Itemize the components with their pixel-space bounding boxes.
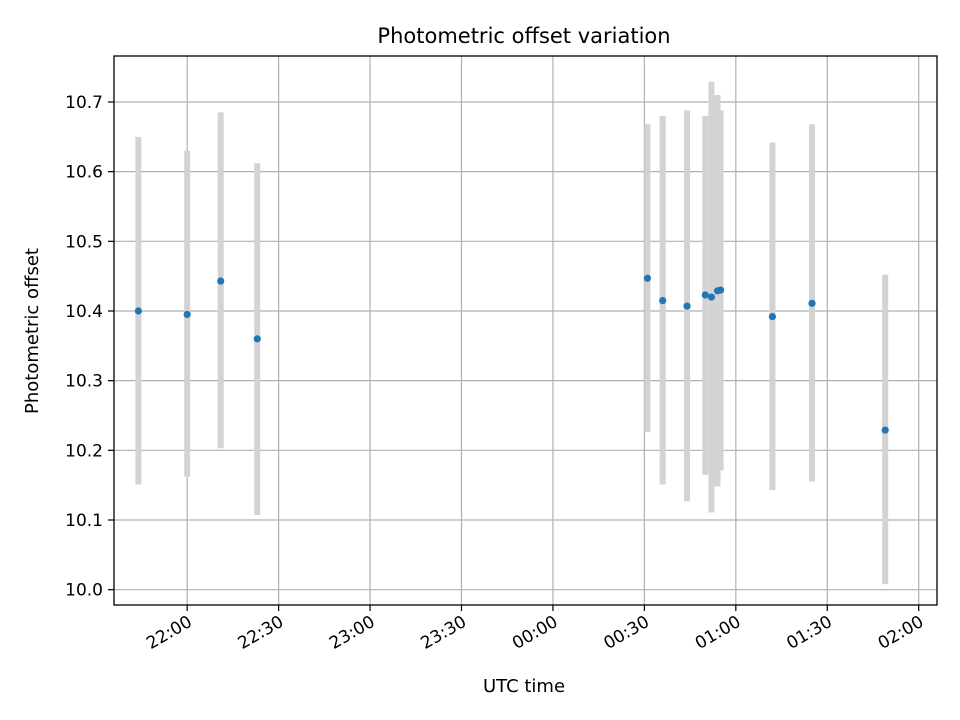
y-tick-label: 10.7 bbox=[65, 93, 103, 113]
data-point bbox=[716, 286, 725, 294]
x-tick-label: 00:00 bbox=[509, 612, 561, 654]
x-tick-label: 01:00 bbox=[692, 612, 744, 654]
data-point bbox=[134, 307, 142, 315]
y-tick-label: 10.6 bbox=[65, 163, 103, 183]
x-tick-label: 23:00 bbox=[326, 612, 378, 654]
x-axis-title: UTC time bbox=[483, 676, 565, 697]
chart-title: Photometric offset variation bbox=[377, 24, 670, 48]
data-point bbox=[683, 302, 691, 310]
y-tick-label: 10.5 bbox=[65, 232, 103, 252]
data-point bbox=[768, 312, 777, 321]
y-tick-label: 10.3 bbox=[65, 372, 103, 392]
grid bbox=[114, 56, 937, 605]
x-tick-label: 01:30 bbox=[783, 612, 835, 654]
y-tick-label: 10.2 bbox=[65, 441, 103, 461]
y-tick-label: 10.4 bbox=[65, 302, 103, 322]
data-point bbox=[217, 277, 225, 285]
data-point bbox=[808, 299, 816, 307]
error-bars bbox=[135, 81, 889, 585]
data-point bbox=[643, 274, 652, 282]
data-point bbox=[659, 296, 667, 305]
x-tick-label: 00:30 bbox=[600, 612, 652, 654]
data-point bbox=[707, 293, 716, 301]
data-point bbox=[881, 426, 889, 434]
y-axis-title: Photometric offset bbox=[22, 248, 43, 414]
y-tick-label: 10.1 bbox=[65, 511, 103, 531]
data-points bbox=[134, 274, 889, 434]
y-axis: 10.0 10.1 10.2 10.3 10.4 10.5 10.6 10.7 bbox=[65, 93, 114, 601]
data-point bbox=[253, 335, 261, 343]
x-tick-label: 22:30 bbox=[235, 612, 287, 654]
data-point bbox=[701, 291, 709, 299]
y-tick-label: 10.0 bbox=[65, 581, 103, 601]
plot-frame bbox=[113, 55, 938, 606]
data-point bbox=[183, 310, 191, 319]
x-tick-label: 23:30 bbox=[418, 612, 470, 654]
x-axis: 22:00 22:30 23:00 23:30 00:00 00:30 01:00 01:30… bbox=[143, 605, 927, 654]
x-tick-label: 22:00 bbox=[143, 612, 195, 654]
x-tick-label: 02:00 bbox=[875, 612, 927, 654]
